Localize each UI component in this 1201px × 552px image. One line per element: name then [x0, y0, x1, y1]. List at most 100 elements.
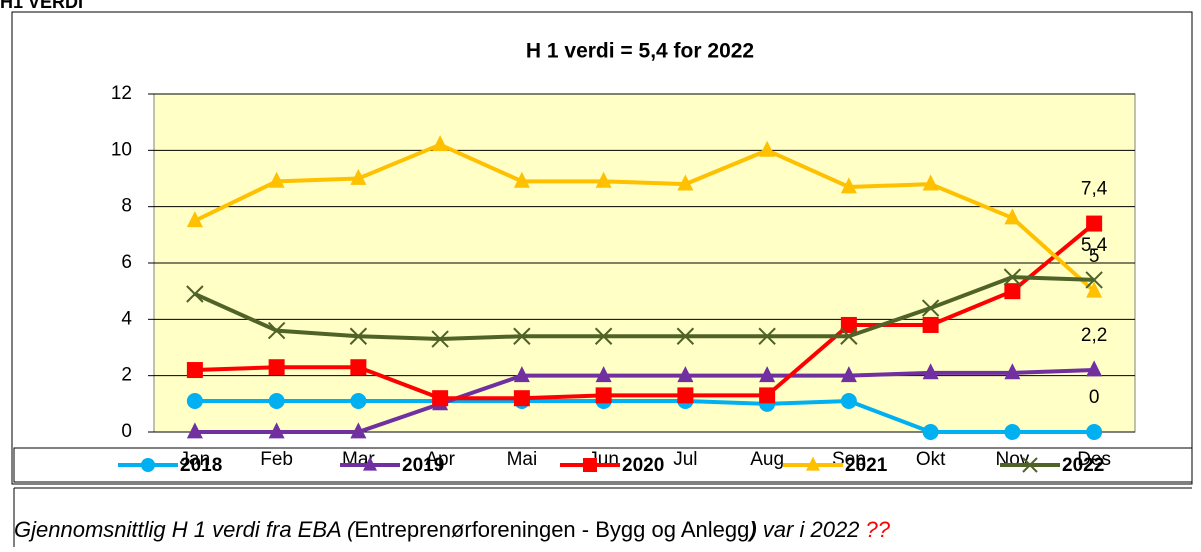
marker	[513, 171, 530, 188]
marker	[1004, 283, 1021, 300]
marker	[1004, 363, 1021, 380]
marker	[922, 424, 939, 440]
marker	[268, 171, 285, 188]
x-tick-label: Jan	[180, 449, 211, 470]
marker	[363, 456, 377, 471]
marker	[513, 366, 530, 383]
marker	[513, 327, 531, 345]
marker	[186, 362, 203, 379]
footer-part: Gjennomsnittlig H 1 verdi fra EBA (	[14, 517, 357, 542]
footer-part: )	[747, 517, 756, 542]
x-tick-label: Apr	[425, 449, 455, 470]
chart-title: H 1 verdi = 5,4 for 2022	[526, 40, 754, 63]
x-tick-label: Mai	[507, 449, 538, 470]
marker	[840, 327, 858, 345]
marker	[759, 140, 776, 157]
marker	[840, 177, 857, 194]
marker	[350, 393, 367, 410]
heading: H1 VERDI	[0, 0, 83, 12]
y-tick-label: 6	[121, 252, 132, 273]
footer-part: ??	[866, 517, 891, 542]
y-tick-label: 2	[121, 365, 132, 386]
data-label: 0	[1089, 387, 1100, 408]
marker	[676, 327, 695, 345]
marker	[350, 359, 367, 376]
series-line	[194, 222, 1096, 401]
marker	[594, 327, 613, 345]
footer-part: Entreprenørforeningen - Bygg og Anlegg	[354, 517, 749, 542]
marker	[268, 359, 285, 376]
marker	[922, 363, 939, 380]
series-line	[194, 368, 1095, 434]
marker	[759, 387, 776, 404]
marker	[840, 366, 857, 383]
marker	[513, 390, 530, 407]
marker	[1086, 360, 1103, 377]
y-tick-label: 4	[121, 308, 132, 329]
marker	[432, 135, 449, 152]
marker	[267, 321, 286, 340]
series-line	[194, 399, 1095, 434]
y-tick-label: 12	[111, 83, 132, 104]
series-line	[194, 275, 1095, 342]
marker	[141, 458, 155, 472]
marker	[350, 168, 367, 185]
marker	[432, 390, 449, 407]
marker	[921, 299, 940, 317]
marker	[595, 366, 612, 383]
x-tick-label: Okt	[916, 449, 946, 470]
marker	[268, 393, 285, 410]
legend-label: 2019	[402, 455, 444, 476]
y-tick-label: 8	[121, 196, 132, 217]
marker	[922, 174, 939, 191]
data-label: 5	[1089, 246, 1100, 267]
series-line	[194, 142, 1096, 293]
data-label: 2,2	[1081, 325, 1107, 346]
marker	[595, 171, 612, 188]
legend-box	[13, 447, 1193, 483]
x-tick-label: Aug	[750, 449, 784, 470]
data-label: 7,4	[1081, 179, 1108, 200]
marker	[349, 327, 368, 345]
data-label: 5,4	[1081, 235, 1108, 256]
marker	[1086, 424, 1103, 440]
marker	[677, 387, 694, 404]
x-tick-label: Feb	[260, 449, 293, 470]
x-tick-label: Des	[1077, 449, 1111, 470]
marker	[186, 285, 204, 303]
marker	[186, 393, 203, 410]
legend-label: 2018	[180, 455, 222, 476]
marker	[759, 366, 776, 383]
marker	[431, 330, 449, 348]
marker	[806, 456, 820, 471]
x-tick-label: Jul	[673, 449, 697, 470]
footer-part: var i 2022	[757, 517, 866, 542]
marker	[922, 316, 939, 333]
marker	[1086, 281, 1103, 298]
marker	[186, 422, 203, 439]
y-tick-label: 0	[121, 421, 132, 442]
marker	[1086, 215, 1103, 232]
y-tick-label: 10	[111, 139, 132, 160]
marker	[595, 387, 612, 404]
marker	[677, 366, 694, 383]
marker	[840, 316, 857, 333]
legend-label: 2022	[1062, 455, 1104, 476]
marker	[1004, 424, 1021, 440]
marker	[268, 422, 285, 439]
legend-label: 2021	[845, 455, 888, 476]
footer: Gjennomsnittlig H 1 verdi fra EBA (Entre…	[14, 517, 891, 542]
legend-label: 2020	[622, 455, 664, 476]
marker	[186, 211, 203, 228]
marker	[1022, 457, 1038, 473]
marker	[583, 458, 597, 472]
marker	[758, 327, 776, 345]
marker	[1085, 271, 1103, 289]
marker	[840, 393, 857, 410]
marker	[1003, 268, 1022, 286]
marker	[1004, 208, 1021, 225]
marker	[677, 174, 694, 191]
marker	[350, 422, 367, 439]
